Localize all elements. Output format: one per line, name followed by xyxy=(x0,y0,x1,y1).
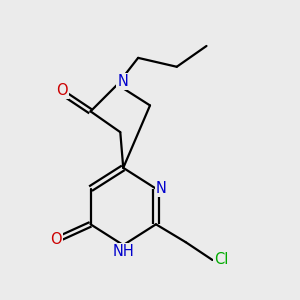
Text: O: O xyxy=(51,232,62,247)
Text: NH: NH xyxy=(112,244,134,259)
Text: N: N xyxy=(156,181,167,196)
Text: O: O xyxy=(56,83,68,98)
Text: Cl: Cl xyxy=(214,253,229,268)
Text: N: N xyxy=(117,74,128,89)
